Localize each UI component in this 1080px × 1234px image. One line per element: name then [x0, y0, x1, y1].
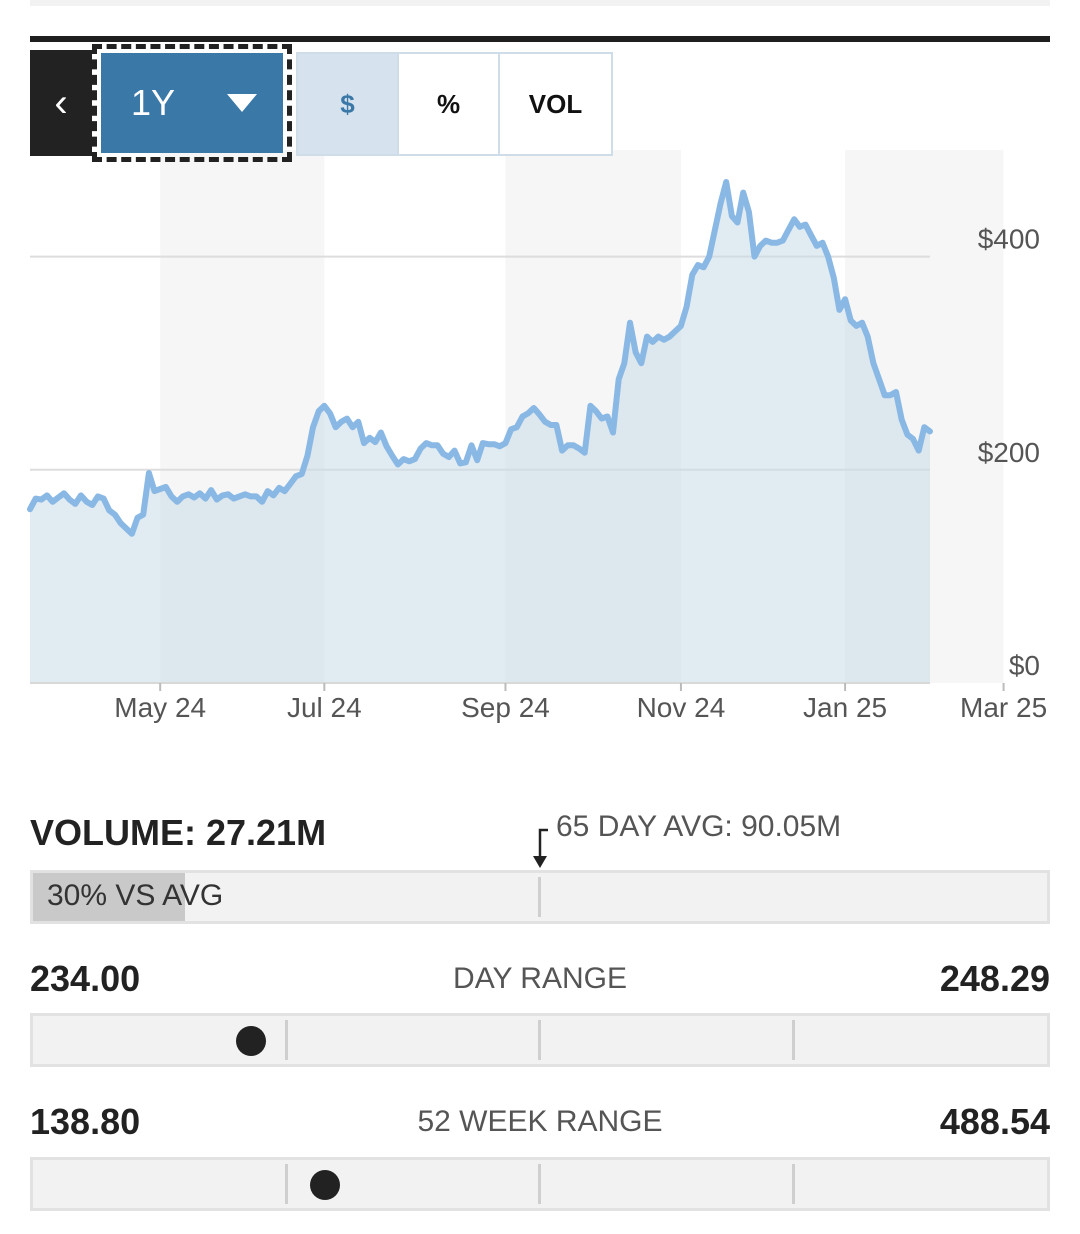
- chart-mode-tabs: $ % VOL: [296, 52, 613, 156]
- day-range-indicator: [236, 1026, 266, 1056]
- day-range-low: 234.00: [30, 958, 141, 999]
- price-chart: May 24 Jul 24 Sep 24 Nov 24 Jan 25 Mar 25 $0$…: [27, 179, 1048, 723]
- week52-range-high: 488.54: [939, 1101, 1050, 1142]
- day-range-label: DAY RANGE: [453, 962, 627, 995]
- week52-range-tick: [792, 1164, 795, 1204]
- tab-volume[interactable]: VOL: [498, 52, 613, 156]
- volume-title: VOLUME: 27.21M: [30, 812, 327, 853]
- chevron-left-icon[interactable]: ‹: [30, 50, 92, 156]
- day-range-tick: [285, 1020, 288, 1060]
- week52-range-label: 52 WEEK RANGE: [417, 1105, 663, 1138]
- volume-bar: 30% VS AVG: [30, 870, 1050, 924]
- week52-range-bar: [30, 1157, 1050, 1211]
- range-select-dropdown[interactable]: 1Y: [92, 44, 292, 162]
- volume-avg-divider: [538, 877, 541, 917]
- caret-down-icon: [227, 94, 257, 112]
- chart-x-tick-label: Jul 24: [287, 692, 362, 723]
- volume-avg-label: 65 DAY AVG: 90.05M: [556, 810, 842, 843]
- week52-range-indicator: [310, 1170, 341, 1200]
- week52-range-tick: [538, 1164, 541, 1204]
- day-range-bar: [30, 1013, 1050, 1067]
- top-divider-strip: [30, 0, 1050, 6]
- chart-top-rule: [30, 36, 1050, 42]
- chart-x-tick-label: May 24: [114, 692, 206, 723]
- range-select-value: 1Y: [131, 82, 176, 123]
- week52-range-tick: [285, 1164, 288, 1204]
- chart-x-tick-label: Jan 25: [803, 692, 887, 723]
- chart-y-tick-label: $0: [1009, 650, 1040, 681]
- price-line: [27, 179, 933, 537]
- day-range-high: 248.29: [939, 958, 1050, 999]
- volume-bar-fill: [33, 873, 186, 921]
- chart-x-axis: May 24 Jul 24 Sep 24 Nov 24 Jan 25 Mar 25: [114, 683, 1047, 723]
- tab-dollar[interactable]: $: [296, 52, 399, 156]
- chart-y-tick-label: $200: [978, 437, 1040, 468]
- week52-range-low: 138.80: [30, 1101, 141, 1142]
- chart-x-tick-label: Mar 25: [960, 692, 1047, 723]
- chart-y-tick-label: $400: [978, 224, 1040, 255]
- volume-vs-avg-label: 30% VS AVG: [47, 879, 224, 912]
- chart-y-axis: $0 $200 $400: [978, 224, 1040, 681]
- day-range-tick: [538, 1020, 541, 1060]
- chart-controls: ‹ 1Y $ % VOL: [30, 44, 630, 162]
- price-area-fill: [30, 182, 930, 683]
- avg-marker-arrow-icon: [533, 828, 548, 868]
- tab-percent[interactable]: %: [397, 52, 500, 156]
- day-range-tick: [792, 1020, 795, 1060]
- chart-x-tick-label: Sep 24: [461, 692, 550, 723]
- chart-x-tick-label: Nov 24: [637, 692, 726, 723]
